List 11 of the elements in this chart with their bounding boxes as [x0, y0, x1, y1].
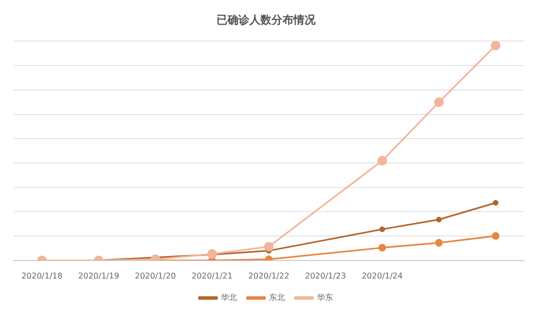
x-tick-label: 2020/1/20 — [134, 271, 176, 280]
x-tick-label: 2020/1/23 — [304, 271, 346, 280]
chart-title: 已确诊人数分布情况 — [216, 13, 316, 26]
x-tick-label: 2020/1/18 — [21, 271, 62, 280]
legend-label: 华东 — [317, 293, 333, 302]
x-tick-label: 2020/1/24 — [362, 271, 403, 280]
legend-label: 东北 — [269, 293, 285, 302]
x-tick-label: 2020/1/19 — [78, 271, 120, 280]
x-tick-label: 2020/1/22 — [248, 271, 290, 280]
x-tick-label: 2020/1/21 — [192, 271, 233, 280]
legend-label: 华北 — [221, 293, 237, 302]
